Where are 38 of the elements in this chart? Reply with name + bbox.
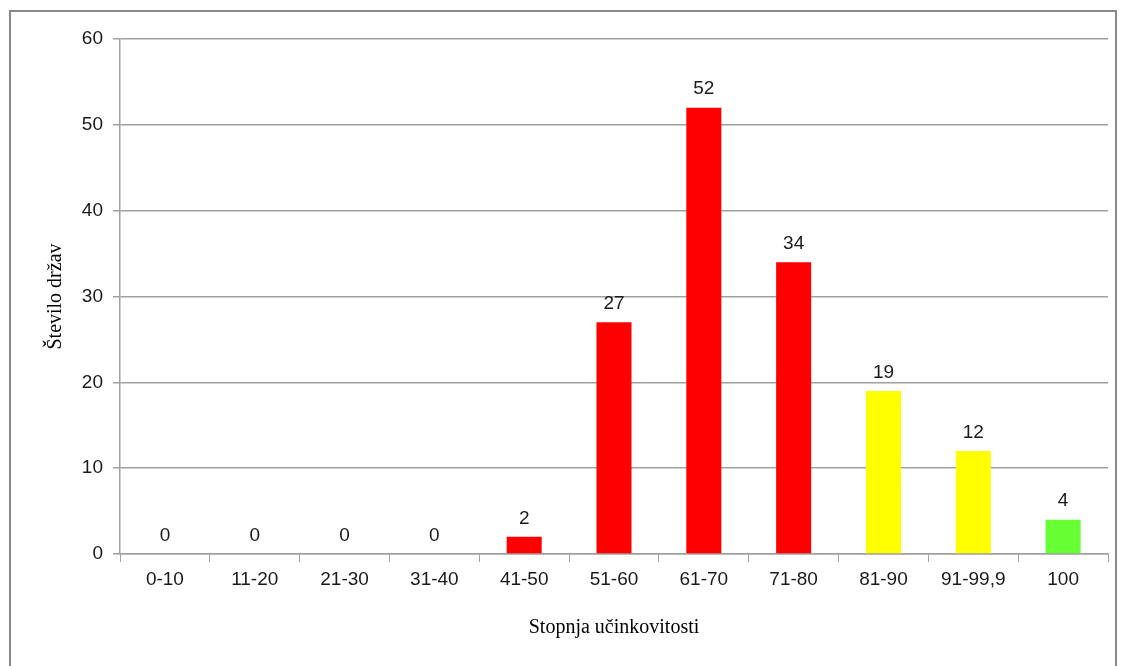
x-tick-label: 0-10 — [145, 567, 184, 589]
y-tick-label: 50 — [81, 113, 103, 135]
x-tick-label: 11-20 — [231, 567, 279, 589]
bar — [1045, 519, 1081, 554]
x-tick-label: 81-90 — [859, 567, 908, 589]
bar — [865, 390, 901, 554]
data-label: 12 — [962, 420, 984, 442]
y-axis-title: Število držav — [42, 243, 66, 350]
data-label: 19 — [872, 360, 895, 382]
x-tick-label: 91-99,9 — [941, 567, 1006, 589]
bar — [955, 451, 991, 554]
x-tick-label: 51-60 — [589, 567, 639, 589]
data-label: 52 — [693, 77, 715, 99]
y-tick-label: 0 — [92, 542, 103, 564]
x-axis-title: Stopnja učinkovitosti — [528, 615, 700, 639]
x-tick-label: 41-50 — [499, 567, 549, 589]
y-tick-label: 10 — [81, 456, 103, 478]
y-tick-label: 60 — [81, 27, 103, 49]
data-label: 27 — [603, 291, 625, 313]
y-tick-label: 40 — [81, 198, 103, 220]
bar — [596, 322, 632, 554]
data-label: 34 — [783, 231, 805, 253]
data-label: 0 — [339, 523, 350, 545]
x-tick-label: 100 — [1047, 567, 1079, 589]
y-tick-label: 30 — [81, 284, 103, 306]
y-tick-label: 20 — [81, 370, 103, 392]
x-tick-label: 61-70 — [679, 567, 729, 589]
bar — [506, 536, 542, 554]
x-tick-label: 71-80 — [769, 567, 818, 589]
data-label: 0 — [429, 523, 440, 545]
data-label: 0 — [249, 523, 261, 545]
bar — [776, 262, 812, 554]
data-label: 4 — [1057, 489, 1069, 511]
x-tick-label: 21-30 — [320, 567, 369, 589]
bar — [686, 107, 722, 554]
data-label: 2 — [518, 506, 530, 528]
x-tick-label: 31-40 — [410, 567, 459, 589]
data-label: 0 — [159, 523, 171, 545]
